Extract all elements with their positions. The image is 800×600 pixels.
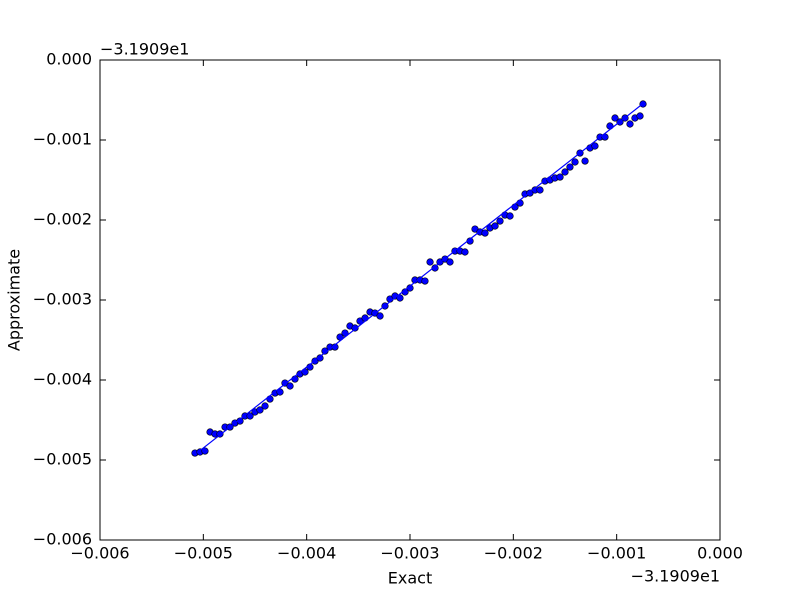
- scatter-point: [516, 199, 524, 207]
- scatter-point: [286, 382, 294, 390]
- scatter-point: [361, 314, 369, 322]
- scatter-point: [256, 406, 264, 414]
- x-tick-label: −0.002: [484, 544, 543, 563]
- scatter-point: [351, 324, 359, 332]
- scatter-point: [639, 100, 647, 108]
- y-axis-label: Approximate: [5, 249, 24, 351]
- scatter-point: [506, 212, 514, 220]
- scatter-point: [536, 186, 544, 194]
- y-offset-label: −3.1909e1: [100, 40, 189, 59]
- scatter-point: [446, 258, 454, 266]
- x-offset-label: −3.1909e1: [631, 567, 720, 586]
- scatter-point: [636, 112, 644, 120]
- x-tick-label: −0.001: [587, 544, 646, 563]
- scatter-point: [491, 222, 499, 230]
- scatter-point: [461, 248, 469, 256]
- scatter-point: [571, 158, 579, 166]
- scatter-point: [561, 168, 569, 176]
- y-tick-label: −0.006: [33, 530, 92, 549]
- x-tick-label: −0.006: [70, 544, 129, 563]
- scatter-point: [261, 402, 269, 410]
- scatter-point: [421, 277, 429, 285]
- scatter-point: [431, 264, 439, 272]
- scatter-point: [496, 217, 504, 225]
- y-tick-label: −0.001: [33, 130, 92, 149]
- x-axis-label: Exact: [388, 569, 432, 588]
- scatter-point: [316, 354, 324, 362]
- y-tick-label: −0.002: [33, 210, 92, 229]
- scatter-point: [626, 120, 634, 128]
- y-tick-label: −0.003: [33, 290, 92, 309]
- y-tick-label: 0.000: [46, 50, 92, 69]
- scatter-point: [591, 142, 599, 150]
- scatter-point: [581, 157, 589, 165]
- scatter-point: [556, 173, 564, 181]
- y-tick-label: −0.005: [33, 450, 92, 469]
- scatter-point: [321, 347, 329, 355]
- scatter-point: [276, 388, 284, 396]
- x-tick-label: −0.004: [277, 544, 336, 563]
- scatter-point: [266, 395, 274, 403]
- scatter-point: [246, 412, 254, 420]
- x-tick-label: −0.005: [174, 544, 233, 563]
- x-tick-label: 0.000: [697, 544, 743, 563]
- scatter-point: [566, 163, 574, 171]
- y-tick-label: −0.004: [33, 370, 92, 389]
- scatter-point: [426, 258, 434, 266]
- scatter-point: [376, 312, 384, 320]
- scatter-point: [481, 229, 489, 237]
- fit-line: [196, 103, 643, 454]
- plot-frame: [99, 59, 721, 541]
- scatter-point: [611, 114, 619, 122]
- x-tick-label: −0.003: [380, 544, 439, 563]
- scatter-point: [201, 447, 209, 455]
